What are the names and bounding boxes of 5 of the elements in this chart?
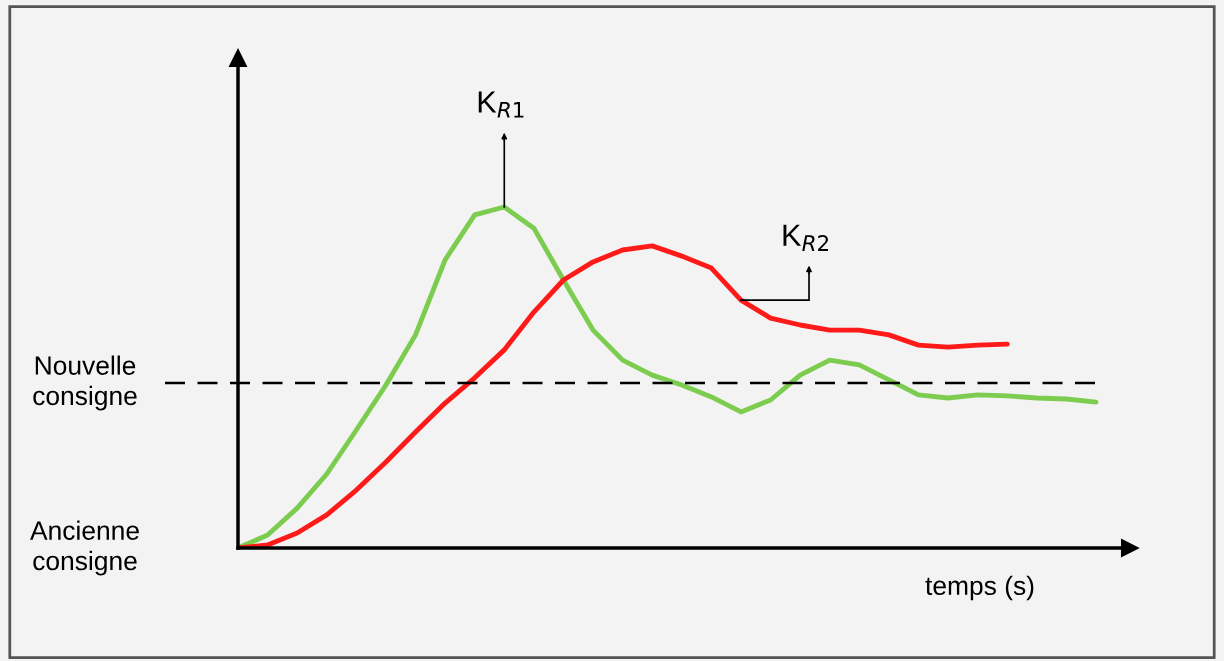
x-axis-title: temps (s) bbox=[925, 575, 1034, 601]
text: K$_{R1}$ bbox=[478, 91, 524, 118]
ref-line-label: Nouvelle consigne bbox=[33, 355, 137, 411]
text: K$_{R2}$ bbox=[783, 224, 829, 251]
text: Ancienne consigne bbox=[30, 520, 139, 576]
